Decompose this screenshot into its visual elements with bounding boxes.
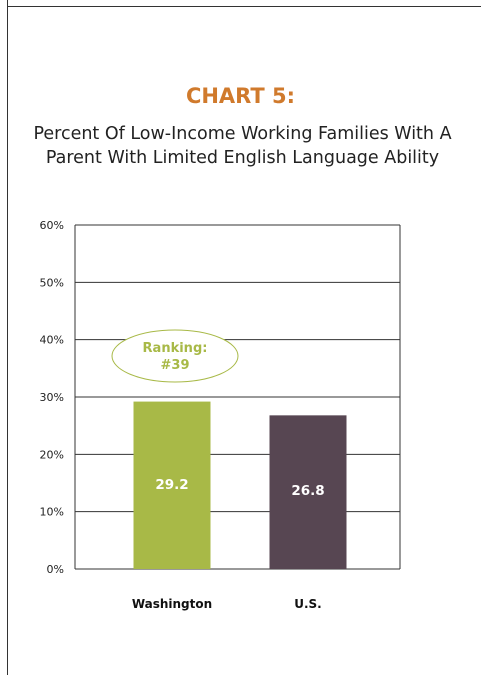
ranking-label: Ranking:	[143, 341, 208, 356]
ranking-value: #39	[161, 358, 190, 373]
bar-washington	[133, 401, 211, 569]
frame-border-top	[7, 6, 481, 7]
bar-value-label: 26.8	[291, 483, 324, 499]
y-tick-label: 30%	[40, 391, 64, 404]
x-category-label: U.S.	[294, 597, 322, 611]
y-tick-label: 60%	[40, 219, 64, 232]
x-axis-labels: Washington U.S.	[132, 597, 322, 611]
x-category-label: Washington	[132, 597, 212, 611]
y-tick-label: 40%	[40, 334, 64, 347]
bars: 29.2 26.8	[133, 401, 347, 569]
y-tick-label: 0%	[47, 563, 64, 576]
bar-value-label: 29.2	[155, 477, 188, 493]
y-tick-label: 10%	[40, 506, 64, 519]
bar-us	[269, 415, 347, 569]
chart-heading: CHART 5:	[185, 84, 296, 108]
ranking-annotation: Ranking: #39	[111, 329, 239, 383]
y-axis-ticks: 0% 10% 20% 30% 40% 50% 60%	[40, 219, 64, 576]
chart-title: Percent Of Low-Income Working Families W…	[33, 124, 452, 168]
y-tick-label: 50%	[40, 276, 64, 289]
gridlines	[74, 224, 401, 570]
ranking-ellipse	[111, 329, 239, 383]
frame-border-left	[7, 0, 8, 675]
y-tick-label: 20%	[40, 448, 64, 461]
